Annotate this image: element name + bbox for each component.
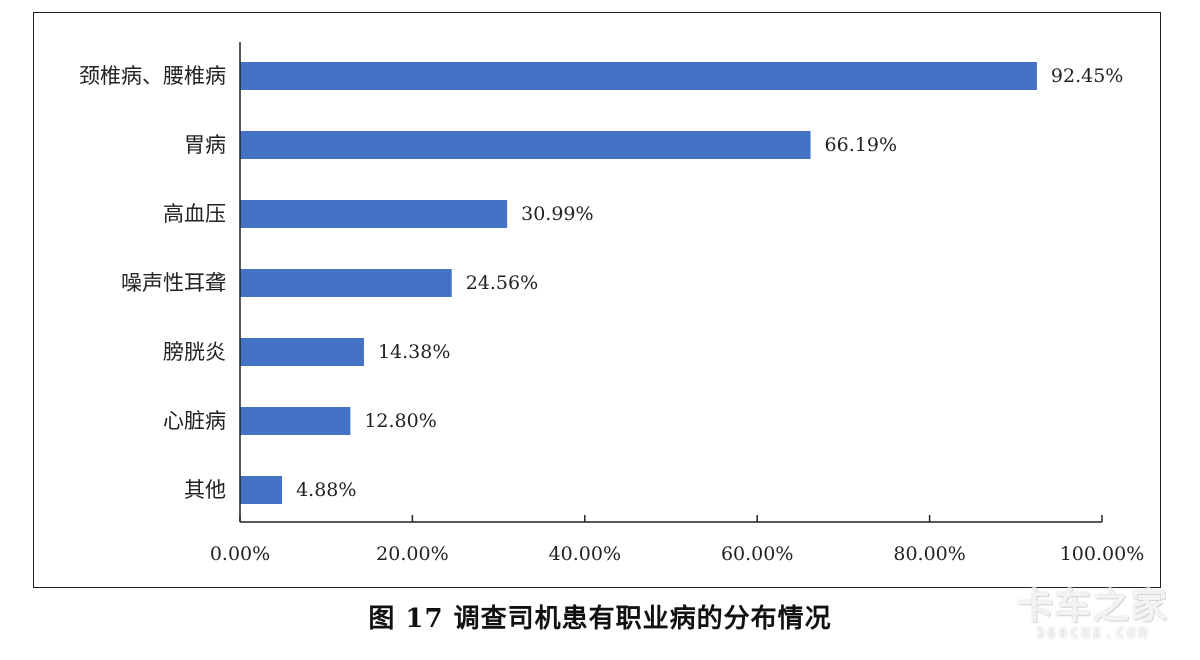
value-label-5: 12.80% [364,410,436,432]
category-label-2: 高血压 [163,202,226,226]
bar-1 [240,131,811,159]
watermark-logo: 卡车之家 360CHE.COM [1008,586,1178,643]
x-tick-label-1: 20.00% [376,543,448,565]
category-label-1: 胃病 [184,133,226,157]
watermark-main: 卡车之家 [1016,586,1169,627]
x-tick-label-0: 0.00% [210,543,270,565]
x-tick-label-4: 80.00% [893,543,965,565]
category-label-5: 心脏病 [163,409,226,433]
x-tick-label-3: 60.00% [721,543,793,565]
category-label-0: 颈椎病、腰椎病 [79,64,226,88]
value-label-4: 14.38% [378,341,450,363]
watermark-sub: 360CHE.COM [1035,626,1151,642]
bar-5 [240,407,351,435]
labels-layer: 颈椎病、腰椎病 92.45% 胃病 66.19% 高血压 30.99% 噪声性耳聋 24.56… [79,64,1144,565]
value-label-1: 66.19% [825,134,897,156]
axis-layer [239,42,1103,523]
bar-4 [240,338,364,366]
chart-frame [33,12,1161,588]
category-label-3: 噪声性耳聋 [121,271,226,295]
bar-chart: 颈椎病、腰椎病 92.45% 胃病 66.19% 高血压 30.99% 噪声性耳聋 24.56… [79,42,1144,565]
value-label-2: 30.99% [521,203,593,225]
bar-3 [240,269,452,297]
bar-0 [240,62,1037,90]
category-label-6: 其他 [184,478,226,502]
value-label-0: 92.45% [1051,65,1123,87]
value-label-3: 24.56% [466,272,538,294]
bars-layer [240,62,1037,504]
bar-2 [240,200,508,228]
x-tick-label-2: 40.00% [549,543,621,565]
x-tick-label-5: 100.00% [1060,543,1145,565]
value-label-6: 4.88% [296,479,356,501]
category-label-4: 膀胱炎 [163,340,226,364]
chart-caption: 图 17 调查司机患有职业病的分布情况 [368,604,832,634]
bar-6 [240,476,283,504]
